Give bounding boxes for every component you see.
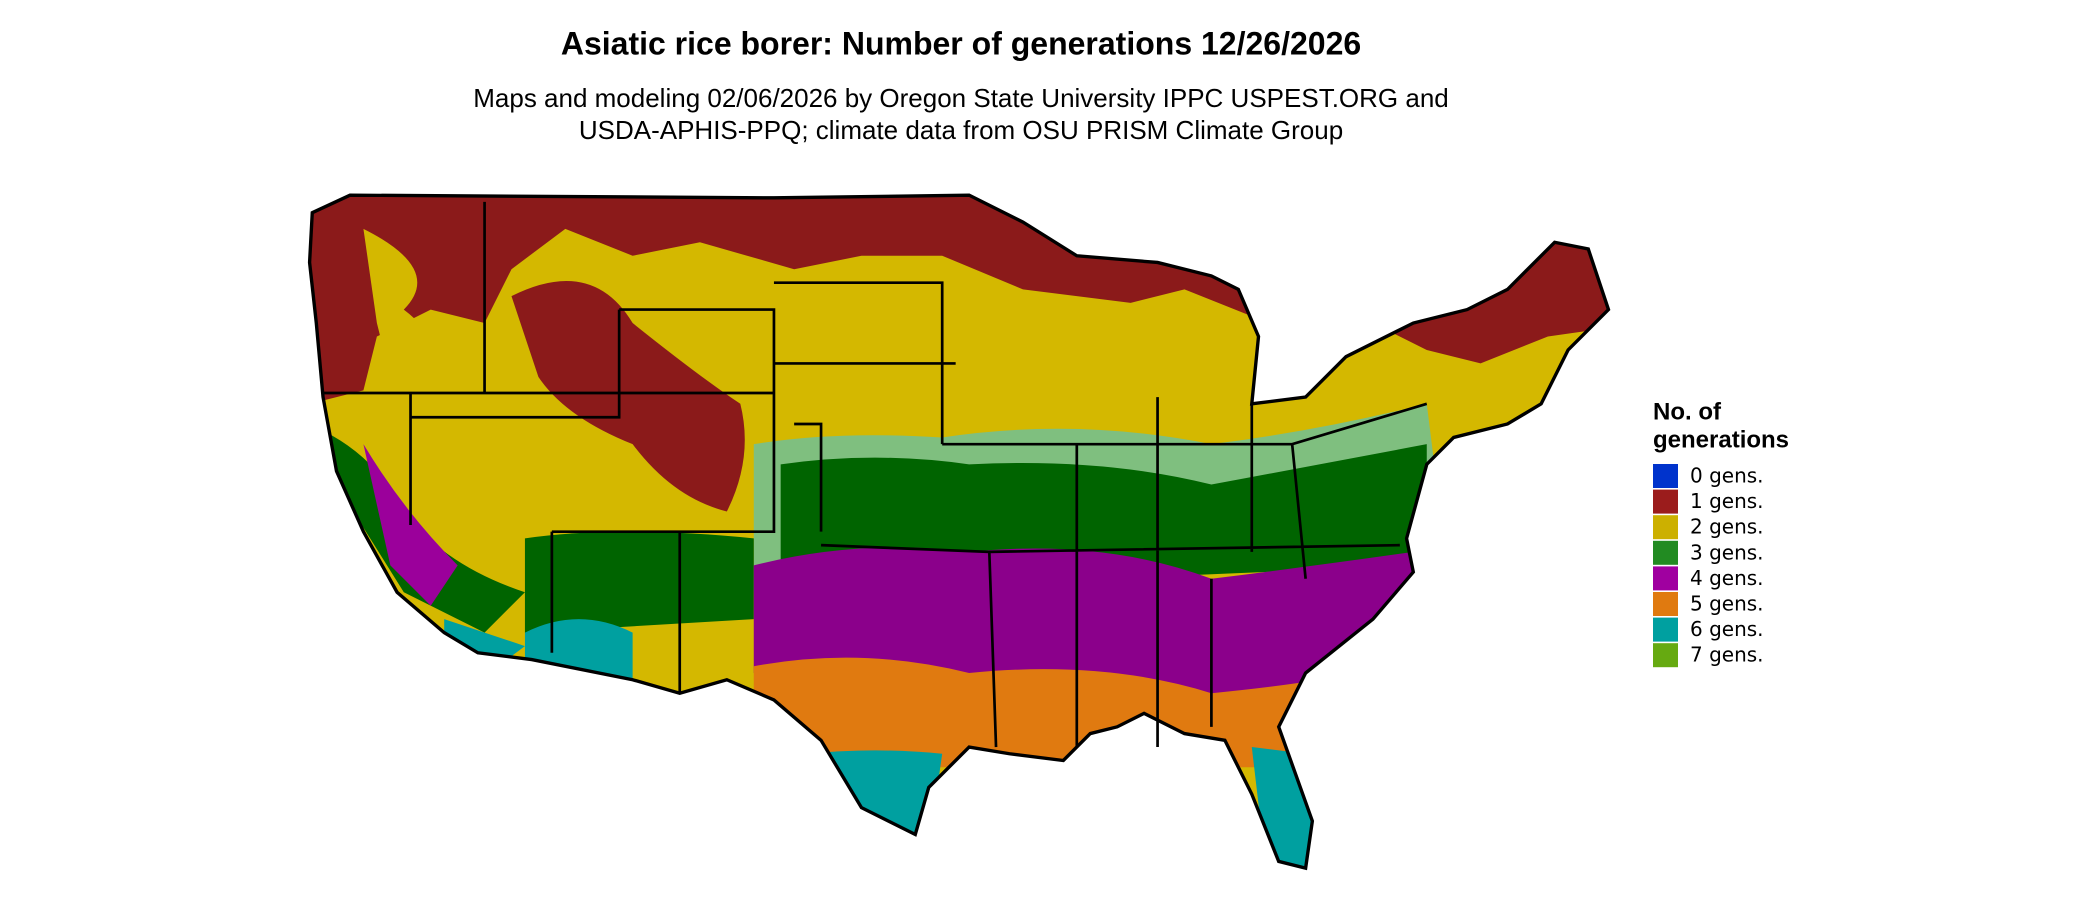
legend-label: 4 gens. — [1690, 566, 1764, 590]
legend-swatch — [1653, 515, 1678, 540]
legend-swatch — [1653, 464, 1678, 488]
legend: No. of generations 0 gens.1 gens.2 gens.… — [1653, 398, 1789, 668]
legend-label: 3 gens. — [1690, 540, 1764, 564]
legend-title: generations — [1653, 426, 1789, 453]
legend-swatch — [1653, 592, 1678, 616]
legend-label: 6 gens. — [1690, 617, 1764, 641]
title: Asiatic rice borer: Number of generation… — [561, 25, 1361, 61]
legend-label: 1 gens. — [1690, 489, 1764, 513]
legend-swatch — [1653, 540, 1678, 565]
subtitle: Maps and modeling 02/06/2026 by Oregon S… — [473, 83, 1449, 113]
legend-swatch — [1653, 489, 1678, 514]
legend-title: No. of — [1653, 398, 1722, 425]
us-map — [307, 193, 1611, 871]
legend-swatch — [1653, 643, 1678, 668]
legend-label: 0 gens. — [1690, 464, 1764, 488]
legend-label: 5 gens. — [1690, 592, 1764, 616]
legend-label: 7 gens. — [1690, 643, 1764, 667]
legend-label: 2 gens. — [1690, 515, 1764, 539]
subtitle: USDA-APHIS-PPQ; climate data from OSU PR… — [579, 115, 1343, 145]
legend-swatch — [1653, 566, 1678, 591]
legend-swatch — [1653, 617, 1678, 642]
